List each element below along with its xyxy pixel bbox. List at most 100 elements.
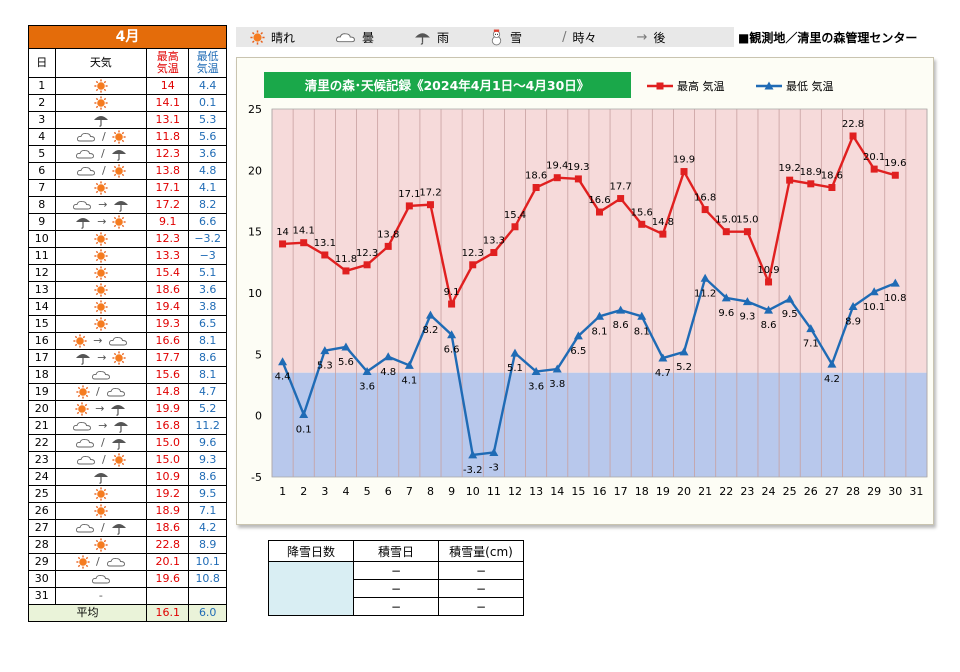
chart-title: 清里の森･天候記録《2024年4月1日～4月30日》 (305, 78, 590, 93)
high-temp-label: 14.8 (652, 217, 674, 228)
umbrella-icon (111, 521, 127, 535)
low-temp-label: 4.2 (824, 374, 840, 385)
legend-label: 曇 (362, 30, 375, 45)
average-row: 平均 16.1 6.0 (27, 604, 227, 622)
legend-item: → 後 (636, 29, 665, 46)
day-high: 19.6 (146, 570, 190, 588)
snow-cover-days-header: 積雪日 (353, 540, 439, 562)
low-temp-point (510, 348, 520, 357)
day-weather: / (54, 145, 148, 163)
day-high: 19.2 (146, 485, 190, 503)
day-high: 19.4 (146, 298, 190, 316)
low-temp-label: 5.6 (338, 357, 354, 368)
umbrella-icon (93, 113, 109, 127)
low-temp-label: 4.4 (275, 372, 291, 383)
background-band (272, 109, 927, 373)
day-low: 5.6 (188, 128, 227, 146)
day-high: 16.6 (146, 332, 190, 350)
legend-label: 雪 (510, 30, 523, 45)
low-temp-label: 5.2 (676, 362, 692, 373)
low-temp-point (278, 357, 288, 366)
x-tick-label: 31 (909, 485, 923, 498)
day-high: 14.8 (146, 383, 190, 401)
snow-cover-cell: − (353, 579, 439, 598)
x-tick-label: 13 (529, 485, 543, 498)
day-row: 20 → 19.9 5.2 (28, 400, 227, 418)
then-arrow: → (97, 215, 107, 228)
snowman-icon (489, 29, 504, 46)
day-weather: / (54, 162, 148, 180)
col-high-header: 最高 気温 (146, 48, 190, 78)
low-temp-point (531, 367, 541, 376)
x-tick-label: 18 (635, 485, 649, 498)
high-temp-point (511, 223, 519, 231)
low-temp-label: 10.8 (884, 293, 906, 304)
high-temp-point (701, 206, 709, 214)
day-row: 18 15.6 8.1 (28, 366, 227, 384)
x-tick-label: 19 (656, 485, 670, 498)
col-weather-header: 天気 (54, 48, 148, 78)
day-number: 29 (28, 553, 56, 571)
snow-days-header: 降雪日数 (268, 540, 354, 562)
x-tick-label: 29 (867, 485, 881, 498)
day-low: 5.1 (188, 264, 227, 282)
y-tick-label: 20 (248, 164, 262, 177)
day-row: 31 - (28, 587, 227, 605)
day-number: 21 (28, 417, 56, 435)
average-label: 平均 (27, 604, 148, 622)
low-temp-point (320, 346, 330, 355)
day-high: 10.9 (146, 468, 190, 486)
day-row: 1 14 4.4 (28, 77, 227, 95)
high-temp-point (279, 240, 287, 248)
low-temp-label: 5.3 (317, 361, 333, 372)
low-temp-label: 3.8 (549, 379, 565, 390)
high-temp-point (765, 278, 773, 286)
day-number: 8 (28, 196, 56, 214)
low-temp-point (637, 311, 647, 320)
day-high: 15.0 (146, 434, 190, 452)
day-row: 23 / 15.0 9.3 (28, 451, 227, 469)
x-tick-label: 2 (300, 485, 307, 498)
x-tick-label: 26 (804, 485, 818, 498)
cloud-icon (76, 130, 96, 144)
high-temp-label: 10.9 (757, 265, 779, 276)
station-label: ■観測地／清里の森管理センター (738, 31, 918, 45)
high-temp-label: 15.6 (631, 207, 653, 218)
day-number: 17 (28, 349, 56, 367)
x-tick-label: 5 (364, 485, 371, 498)
day-weather: → (54, 213, 148, 231)
legend-high-marker (656, 82, 664, 90)
day-row: 21 → 16.8 11.2 (28, 417, 227, 435)
day-high: 19.9 (146, 400, 190, 418)
day-weather: / (54, 451, 148, 469)
low-temp-point (573, 331, 583, 340)
high-temp-label: 15.0 (715, 215, 737, 226)
sometimes-slash: / (562, 29, 567, 45)
sun-icon (94, 300, 108, 314)
cloud-icon (106, 385, 126, 399)
x-tick-label: 6 (385, 485, 392, 498)
day-number: 9 (28, 213, 56, 231)
cloud-icon (335, 30, 356, 45)
cloud-icon (91, 368, 111, 382)
cloud-icon (75, 521, 95, 535)
day-number: 10 (28, 230, 56, 248)
day-row: 2 14.1 0.1 (28, 94, 227, 112)
y-tick-label: 0 (255, 410, 262, 423)
day-row: 14 19.4 3.8 (28, 298, 227, 316)
sun-icon (94, 96, 108, 110)
then-arrow: → (95, 402, 105, 415)
sometimes-slash: / (100, 436, 105, 449)
day-high: 14 (146, 77, 190, 95)
day-high: 16.8 (146, 417, 190, 435)
snow-depth-header: 積雪量(cm) (438, 540, 524, 562)
sun-icon (250, 29, 265, 45)
sun-icon (94, 232, 108, 246)
high-temp-point (638, 220, 646, 228)
x-tick-label: 14 (550, 485, 564, 498)
day-row: 19 / 14.8 4.7 (28, 383, 227, 401)
low-temp-point (341, 342, 351, 351)
high-temp-point (891, 171, 899, 179)
average-high: 16.1 (146, 604, 190, 622)
low-temp-label: 6.5 (570, 346, 586, 357)
